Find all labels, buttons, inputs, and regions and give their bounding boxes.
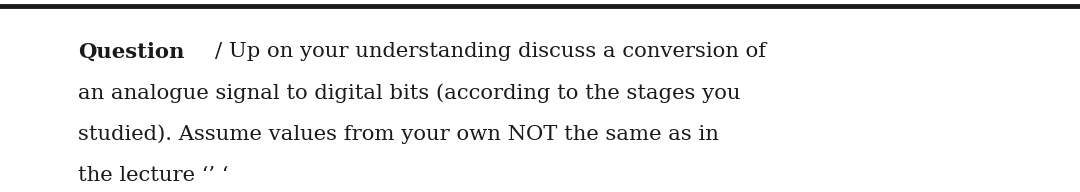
Text: an analogue signal to digital bits (according to the stages you: an analogue signal to digital bits (acco…: [78, 84, 740, 103]
Text: Question: Question: [78, 42, 184, 62]
Text: studied). Assume values from your own NOT the same as in: studied). Assume values from your own NO…: [78, 125, 718, 144]
Text: / Up on your understanding discuss a conversion of: / Up on your understanding discuss a con…: [215, 42, 766, 61]
Text: the lecture ‘’ ‘: the lecture ‘’ ‘: [78, 166, 228, 185]
